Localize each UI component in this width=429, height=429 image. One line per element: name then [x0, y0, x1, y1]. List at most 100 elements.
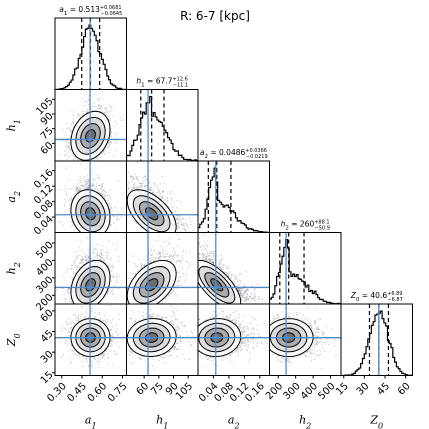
sample-point	[100, 157, 102, 159]
sample-point	[97, 189, 99, 191]
sample-point	[87, 184, 90, 187]
sample-point	[88, 99, 90, 102]
sample-point	[68, 142, 70, 145]
sample-point	[110, 142, 113, 144]
sample-point	[78, 165, 79, 166]
sample-point	[114, 284, 116, 287]
sample-point	[85, 183, 87, 186]
sample-point	[97, 191, 99, 193]
sample-point	[98, 107, 101, 110]
sample-point	[70, 221, 73, 223]
sample-point	[77, 189, 80, 191]
sample-point	[124, 189, 125, 190]
sample-point	[72, 155, 75, 157]
sample-point	[72, 186, 75, 188]
sample-point	[86, 187, 89, 189]
sample-point	[70, 202, 72, 204]
sample-point	[77, 115, 79, 118]
sample-point	[112, 215, 115, 217]
sample-point	[96, 255, 99, 257]
sample-point	[115, 229, 118, 231]
sample-point	[69, 212, 71, 215]
sample-point	[69, 129, 71, 131]
truth-marker	[88, 137, 93, 142]
sample-point	[72, 121, 74, 123]
sample-point	[166, 200, 169, 202]
sample-point	[161, 175, 164, 178]
sample-point	[80, 163, 82, 165]
sample-point	[78, 189, 80, 191]
sample-point	[94, 179, 96, 182]
y-tick-label: 75	[39, 125, 56, 142]
sample-point	[160, 192, 162, 195]
sample-point	[96, 99, 99, 101]
sample-point	[104, 107, 106, 110]
y-axis-label-h1: h1	[5, 119, 22, 131]
sample-point	[103, 111, 106, 113]
sample-point	[100, 192, 103, 194]
sample-point	[141, 183, 143, 185]
sample-point	[72, 224, 74, 226]
sample-point	[141, 186, 143, 188]
sample-point	[162, 190, 165, 192]
sample-point	[124, 187, 125, 188]
sample-point	[68, 145, 70, 147]
sample-point	[109, 142, 111, 144]
sample-point	[119, 167, 120, 168]
y-tick-label: 60	[39, 140, 56, 157]
sample-point	[76, 255, 78, 258]
sample-point	[116, 217, 119, 220]
sample-point	[177, 225, 179, 227]
sample-point	[104, 197, 106, 199]
sample-point	[182, 224, 184, 227]
sample-point	[97, 184, 100, 187]
sample-point	[101, 249, 104, 251]
sample-point	[70, 149, 72, 151]
sample-point	[135, 176, 138, 178]
sample-point	[85, 167, 88, 169]
sample-point	[81, 255, 84, 258]
sample-point	[116, 219, 118, 221]
sample-point	[144, 176, 146, 178]
sample-point	[72, 271, 75, 273]
sample-point	[102, 259, 105, 261]
sample-point	[160, 198, 163, 200]
sample-point	[80, 184, 82, 186]
sample-point	[161, 196, 163, 198]
sample-point	[82, 177, 85, 180]
sample-point	[76, 256, 78, 259]
sample-point	[152, 189, 155, 191]
sample-point	[98, 177, 101, 179]
sample-point	[82, 257, 85, 260]
sample-point	[66, 158, 69, 160]
sample-point	[99, 187, 102, 189]
sample-point	[116, 216, 119, 218]
sample-point	[74, 251, 77, 254]
sample-point	[151, 192, 153, 194]
sample-point	[150, 189, 152, 192]
sample-point	[91, 185, 93, 187]
sample-point	[134, 187, 136, 189]
sample-point	[135, 222, 137, 224]
sample-point	[174, 216, 177, 219]
sample-point	[102, 189, 104, 191]
sample-point	[71, 153, 73, 155]
sample-point	[172, 211, 174, 213]
sample-point	[63, 276, 65, 278]
sample-point	[79, 114, 81, 117]
sample-point	[79, 266, 81, 268]
sample-point	[111, 210, 114, 212]
sample-point	[107, 143, 109, 145]
sample-point	[59, 221, 61, 223]
sample-point	[161, 197, 164, 199]
sample-point	[117, 180, 120, 182]
sample-point	[97, 104, 100, 107]
sample-point	[177, 218, 180, 220]
sample-point	[81, 98, 83, 100]
sample-point	[70, 217, 72, 219]
param-title-h1: h1 = 67.7+12.6 −11.1	[136, 77, 188, 89]
sample-point	[134, 220, 136, 223]
sample-point	[101, 183, 103, 186]
sample-point	[136, 177, 138, 180]
